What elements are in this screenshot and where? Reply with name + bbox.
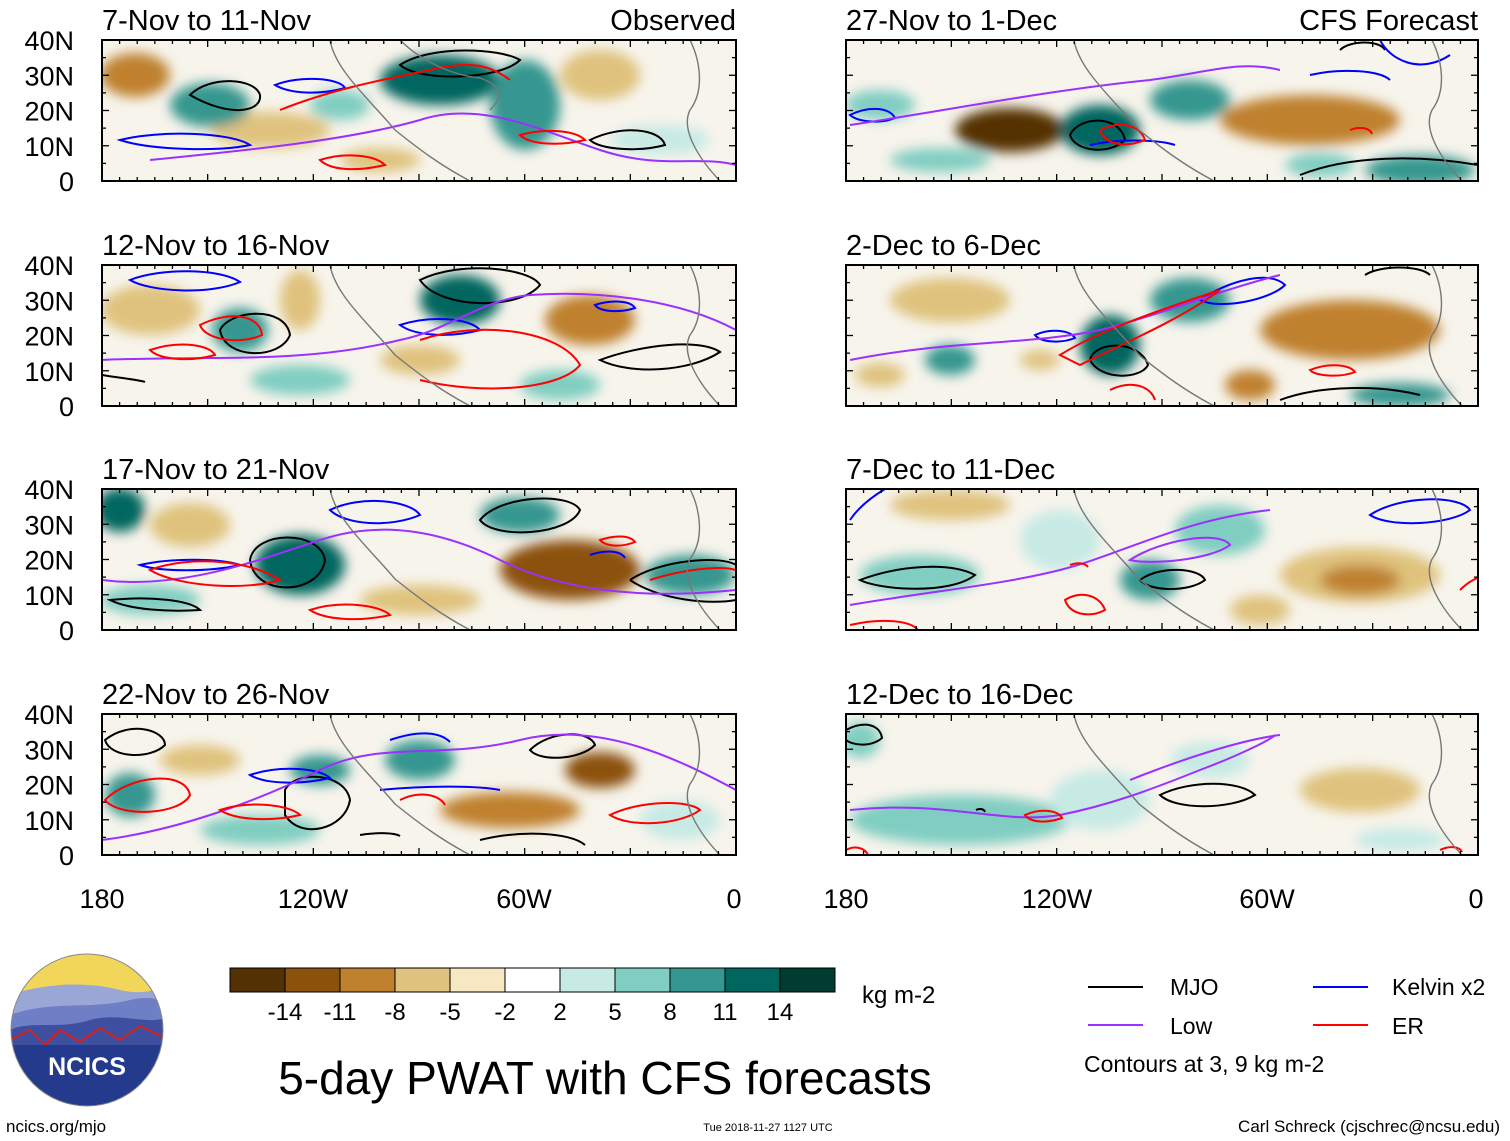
lat-label: 40N: [24, 251, 74, 281]
lat-label: 0: [59, 841, 74, 871]
lat-label: 40N: [24, 26, 74, 56]
panel-title-p7: 7-Dec to 11-Dec: [846, 454, 1055, 486]
colorbar-label: -8: [384, 999, 405, 1026]
site-url: ncics.org/mjo: [6, 1117, 106, 1136]
column-label-forecast: CFS Forecast: [1299, 5, 1478, 37]
colorbar-unit: kg m-2: [862, 982, 935, 1009]
colorbar-label: 11: [713, 999, 738, 1026]
lat-label: 30N: [24, 510, 74, 540]
lat-label: 10N: [24, 581, 74, 611]
colorbar-swatch: [504, 967, 561, 993]
colorbar-swatch: [559, 967, 616, 993]
pwat-anomaly-field: [846, 40, 1478, 181]
lat-label: 40N: [24, 700, 74, 730]
credit: Carl Schreck (cjschrec@ncsu.edu): [1238, 1117, 1500, 1136]
column-label-observed: Observed: [610, 5, 736, 37]
panel-p6: [845, 264, 1479, 407]
panel-p1: [101, 39, 737, 182]
lat-label: 30N: [24, 61, 74, 91]
legend-label-kelvin: Kelvin x2: [1392, 974, 1485, 1000]
colorbar-swatch: [229, 967, 286, 993]
lat-label: 0: [59, 167, 74, 197]
panel-title-p2: 12-Nov to 16-Nov: [102, 230, 330, 262]
panel-p3: [101, 488, 737, 631]
legend-label-er: ER: [1392, 1013, 1424, 1039]
figure-title: 5-day PWAT with CFS forecasts: [278, 1052, 932, 1104]
pwat-anomaly-field: [102, 265, 736, 406]
lon-label: 120W: [1022, 884, 1093, 914]
panel-title-p1: 7-Nov to 11-Nov: [102, 5, 311, 37]
legend-label-mjo: MJO: [1170, 974, 1219, 1000]
lat-label: 30N: [24, 286, 74, 316]
lat-label: 10N: [24, 806, 74, 836]
ncics-logo: NCICS: [10, 953, 164, 1107]
colorbar-label: 14: [767, 999, 794, 1026]
colorbar-swatch: [284, 967, 341, 993]
pwat-anomaly-field: [846, 714, 1463, 855]
legend-item-er: ER: [1313, 1013, 1424, 1039]
panel-p2: [101, 264, 737, 407]
lon-label: 180: [79, 884, 124, 914]
colorbar-swatch: [779, 967, 836, 993]
lat-label: 40N: [24, 475, 74, 505]
logo-text: NCICS: [48, 1053, 126, 1081]
lon-labels: 180 120W 60W 0 180 120W 60W 0: [79, 884, 1483, 914]
pwat-anomaly-field: [102, 489, 736, 630]
panel-title-p5: 27-Nov to 1-Dec: [846, 5, 1057, 37]
colorbar-label: -11: [324, 999, 357, 1026]
colorbar-swatch: [394, 967, 451, 993]
panel-p7: [845, 488, 1479, 631]
colorbar: -14 -11 -8 -5 -2 2 5 8 11 14: [229, 967, 836, 1026]
lat-label: 30N: [24, 735, 74, 765]
legend-note: Contours at 3, 9 kg m-2: [1084, 1051, 1324, 1077]
panel-p5: [845, 39, 1479, 182]
colorbar-swatch: [724, 967, 781, 993]
colorbar-label: 8: [663, 999, 676, 1026]
colorbar-label: -14: [268, 999, 303, 1026]
panel-title-p6: 2-Dec to 6-Dec: [846, 230, 1041, 262]
colorbar-swatch: [614, 967, 671, 993]
legend-label-low: Low: [1170, 1013, 1213, 1039]
legend-item-mjo: MJO: [1088, 974, 1219, 1000]
lat-label: 10N: [24, 132, 74, 162]
lat-label: 20N: [24, 97, 74, 127]
pwat-anomaly-field: [849, 489, 1478, 630]
lon-label: 0: [726, 884, 741, 914]
colorbar-label: -5: [439, 999, 460, 1026]
lon-label: 60W: [1239, 884, 1295, 914]
lat-label: 20N: [24, 322, 74, 352]
lat-label: 20N: [24, 771, 74, 801]
lon-label: 60W: [496, 884, 552, 914]
legend-item-kelvin: Kelvin x2: [1313, 974, 1485, 1000]
lat-label: 0: [59, 392, 74, 422]
pwat-anomaly-field: [849, 265, 1463, 406]
panel-p8: [845, 713, 1479, 856]
legend-item-low: Low: [1088, 1013, 1213, 1039]
timestamp: Tue 2018-11-27 1127 UTC: [703, 1122, 832, 1134]
panel-title-p8: 12-Dec to 16-Dec: [846, 679, 1073, 711]
panel-p4: [101, 713, 737, 856]
panel-title-p4: 22-Nov to 26-Nov: [102, 679, 330, 711]
legend: MJO Kelvin x2 Low ER Contours at 3, 9 kg…: [1084, 974, 1485, 1077]
colorbar-swatch: [669, 967, 726, 993]
lat-label: 0: [59, 616, 74, 646]
pwat-anomaly-field: [102, 40, 736, 181]
colorbar-label: -2: [494, 999, 515, 1026]
colorbar-label: 2: [553, 999, 566, 1026]
panel-titles: 7-Nov to 11-Nov Observed 12-Nov to 16-No…: [102, 5, 1478, 711]
colorbar-swatch: [449, 967, 506, 993]
lon-label: 0: [1468, 884, 1483, 914]
pwat-anomaly-field: [102, 714, 736, 855]
colorbar-label: 5: [608, 999, 621, 1026]
axis-layer: 40N 30N 20N 10N 0 40N 30N 20N 10N 0 40N 30N 20N 10N 0 4…: [24, 26, 1479, 871]
lon-label: 180: [823, 884, 868, 914]
colorbar-swatch: [339, 967, 396, 993]
lat-label: 20N: [24, 546, 74, 576]
lon-label: 120W: [278, 884, 349, 914]
lat-label: 10N: [24, 357, 74, 387]
panel-title-p3: 17-Nov to 21-Nov: [102, 454, 330, 486]
